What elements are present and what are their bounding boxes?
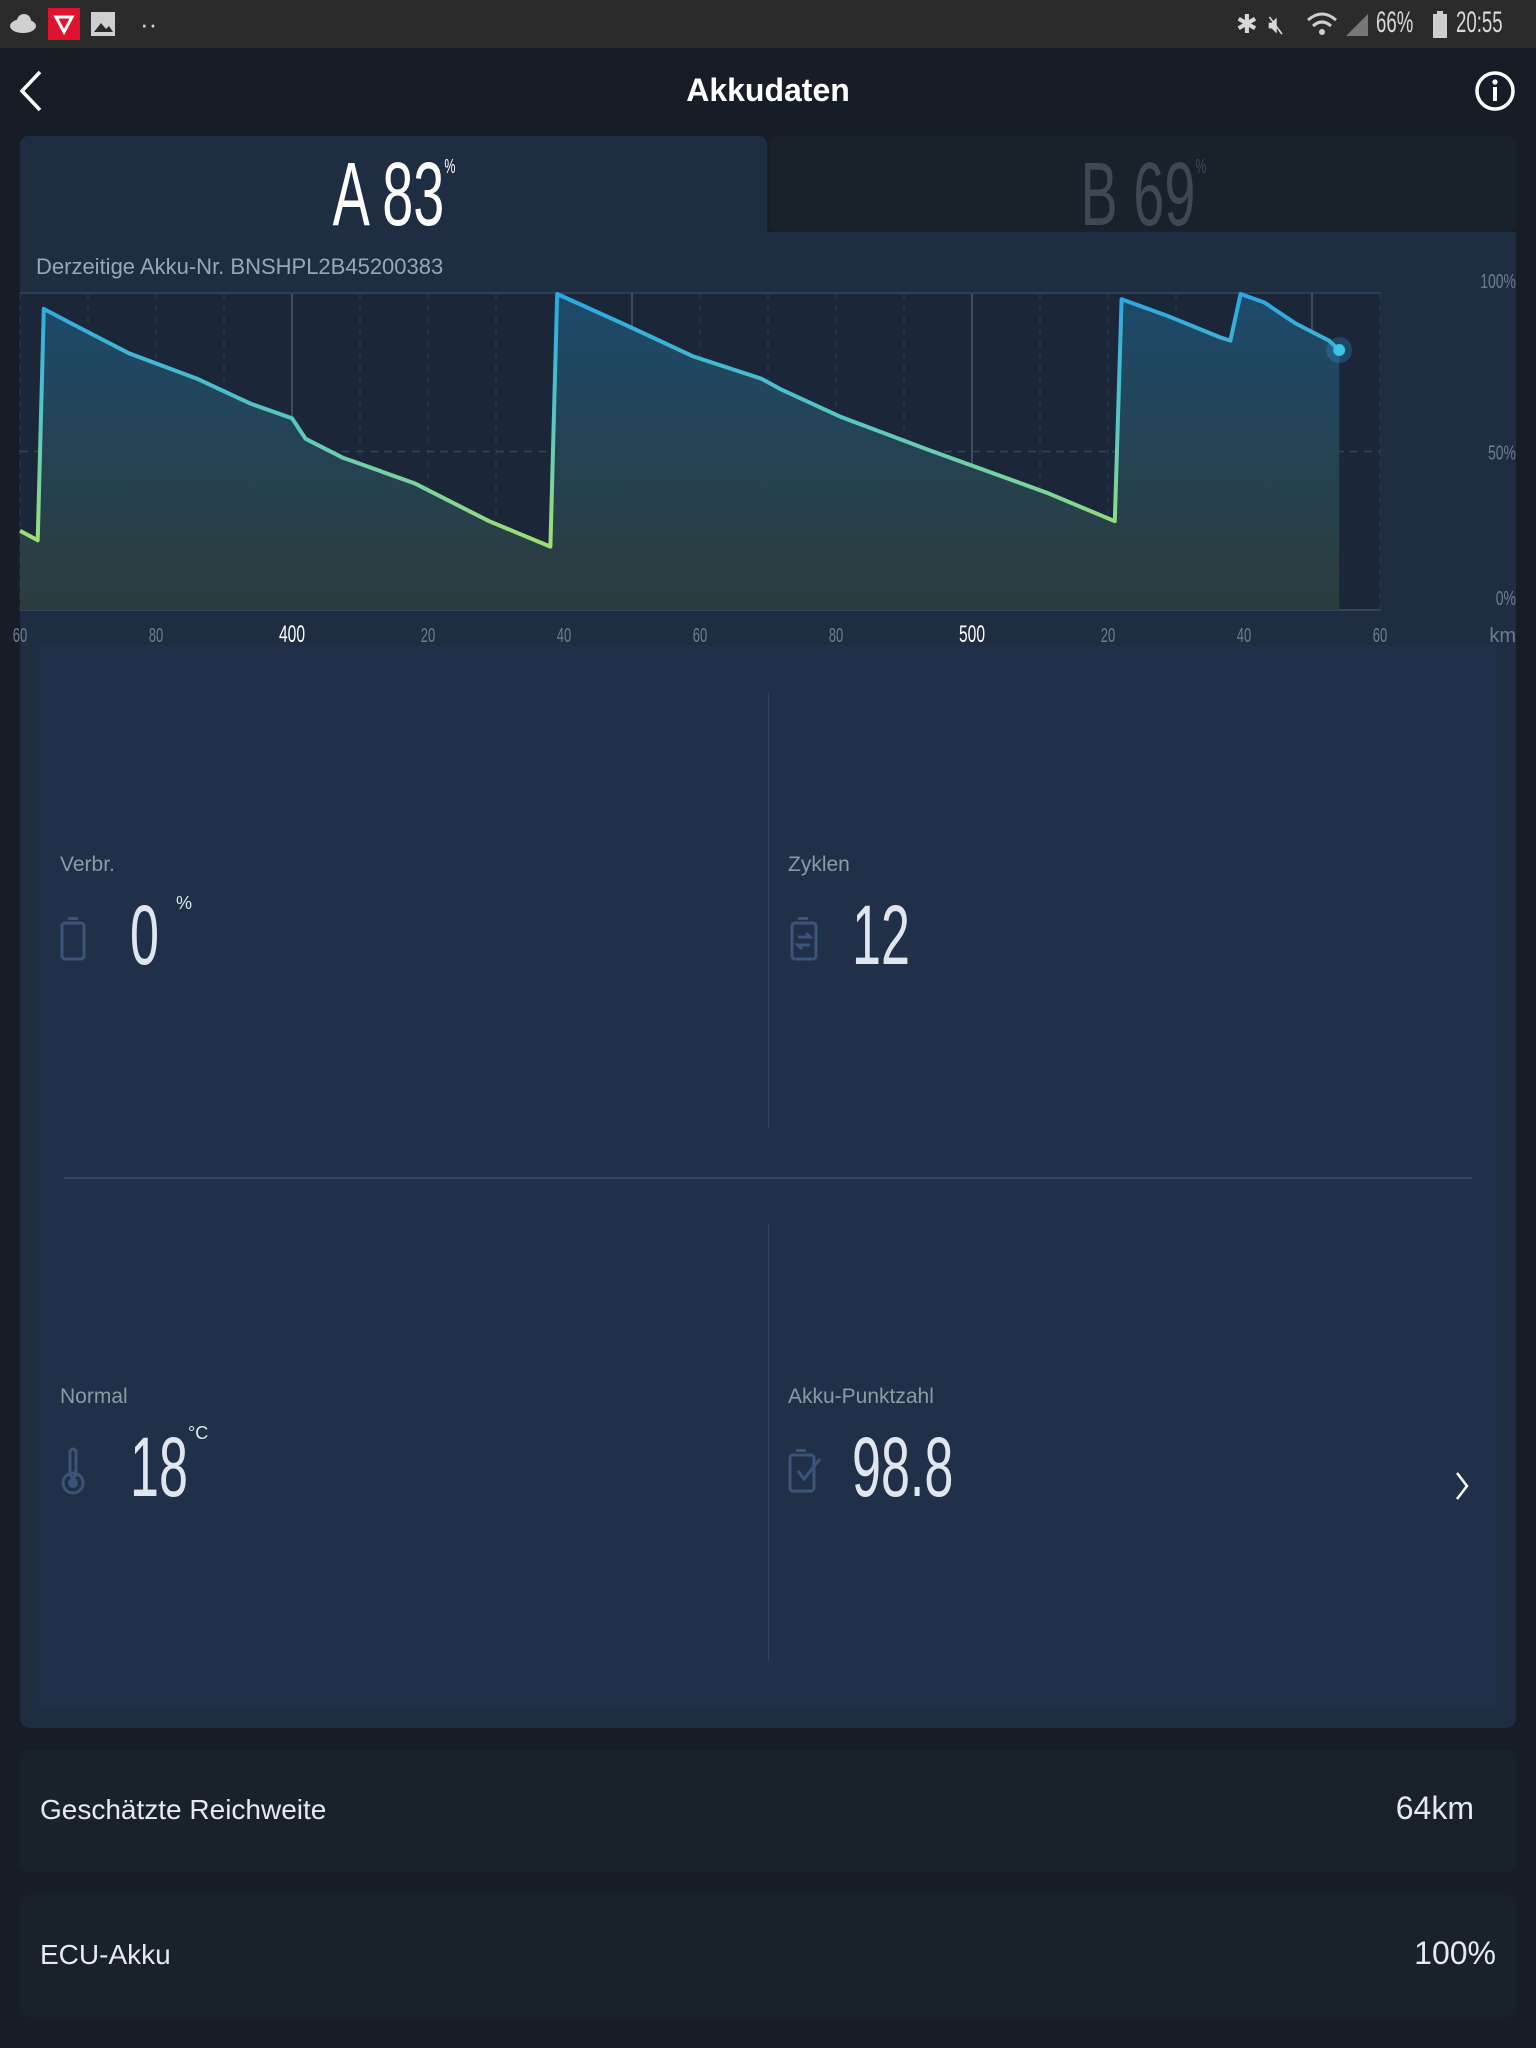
tab-letter: A bbox=[332, 145, 367, 245]
row-label: Geschätzte Reichweite bbox=[40, 1794, 327, 1825]
stat-value: 0 bbox=[130, 888, 159, 982]
ecu-battery-row: ECU-Akku 100% bbox=[20, 1895, 1516, 2017]
tab-battery-a[interactable]: A 83% bbox=[20, 136, 767, 245]
x-tick-label: 20 bbox=[421, 624, 435, 647]
battery-percent: 66% bbox=[1376, 6, 1414, 39]
stat-label: Verbr. bbox=[60, 853, 115, 876]
wifi-icon bbox=[1307, 12, 1368, 36]
stat-label: Zyklen bbox=[788, 853, 850, 876]
image-icon bbox=[91, 12, 115, 36]
more-dots-icon: ·· bbox=[140, 9, 158, 39]
battery-serial: Derzeitige Akku-Nr. BNSHPL2B45200383 bbox=[36, 254, 444, 279]
stat-unit: % bbox=[176, 893, 193, 913]
x-tick-label: 400 bbox=[279, 622, 305, 648]
clock: 20:55 bbox=[1456, 6, 1503, 39]
stat-consumption: Verbr. 0 % bbox=[60, 853, 192, 977]
chevron-right-icon[interactable] bbox=[1454, 1471, 1470, 1501]
x-tick-label: 80 bbox=[829, 624, 843, 647]
y-tick-label: 100% bbox=[1480, 269, 1516, 292]
y-tick-label: 0% bbox=[1496, 586, 1516, 609]
battery-icon bbox=[1433, 11, 1447, 38]
divider bbox=[768, 693, 769, 1129]
stat-unit: °C bbox=[188, 1423, 209, 1443]
x-tick-label: 500 bbox=[959, 622, 985, 648]
stat-value: 18 bbox=[130, 1420, 188, 1514]
x-tick-label: 80 bbox=[149, 624, 163, 647]
estimated-range-row: Geschätzte Reichweite 64km bbox=[20, 1750, 1516, 1872]
stat-label: Normal bbox=[60, 1385, 128, 1408]
divider bbox=[768, 1225, 769, 1661]
info-button[interactable] bbox=[1474, 70, 1516, 112]
battery-check-icon bbox=[788, 1449, 822, 1493]
tab-unit: % bbox=[1194, 156, 1206, 178]
current-point bbox=[1333, 344, 1346, 357]
status-bar: ·· ✱ 🔇︎ 66% 20:55 bbox=[0, 0, 1536, 48]
mute-icon: 🔇︎ bbox=[1268, 9, 1285, 39]
back-button[interactable] bbox=[18, 70, 44, 112]
chart-line bbox=[19, 292, 1341, 549]
stat-label: Akku-Punktzahl bbox=[788, 1385, 934, 1408]
stat-value: 98.8 bbox=[852, 1420, 954, 1514]
tab-battery-b[interactable]: B 69% bbox=[770, 136, 1516, 245]
x-tick-label: 60 bbox=[13, 624, 27, 647]
row-value: 100% bbox=[1414, 1935, 1496, 1971]
stat-temperature: Normal 18 °C bbox=[60, 1385, 208, 1509]
x-axis-unit: km bbox=[1489, 625, 1516, 647]
stat-value: 12 bbox=[852, 888, 910, 982]
cloud-icon bbox=[10, 14, 36, 33]
battery-icon bbox=[60, 917, 86, 961]
tab-percent: 69 bbox=[1132, 145, 1195, 245]
signal-icon bbox=[1346, 14, 1368, 36]
row-value: 64km bbox=[1395, 1790, 1474, 1826]
stat-cycles: Zyklen 12 bbox=[788, 853, 910, 977]
divider bbox=[64, 1177, 1472, 1179]
row-label: ECU-Akku bbox=[40, 1939, 171, 1970]
x-tick-label: 40 bbox=[1237, 624, 1251, 647]
y-tick-label: 50% bbox=[1488, 441, 1516, 464]
battery-cycle-icon bbox=[790, 917, 818, 961]
chart-area-fill bbox=[20, 294, 1340, 610]
tab-letter: B bbox=[1080, 145, 1118, 245]
x-tick-label: 60 bbox=[693, 624, 707, 647]
stats-panel: Verbr. 0 % Zyklen 12 Normal 18 °C Akku-P… bbox=[40, 645, 1496, 1707]
x-tick-label: 20 bbox=[1101, 624, 1115, 647]
x-tick-label: 40 bbox=[557, 624, 571, 647]
thermometer-icon bbox=[61, 1447, 85, 1495]
app-notification-icon bbox=[48, 8, 80, 40]
tab-percent: 83 bbox=[381, 145, 444, 245]
page-title: Akkudaten bbox=[686, 72, 850, 108]
x-tick-label: 60 bbox=[1373, 624, 1387, 647]
battery-history-chart[interactable]: 60 80 400 20 40 60 80 500 20 40 60 km 100% 50% 0% bbox=[0, 0, 1536, 660]
stat-battery-score[interactable]: Akku-Punktzahl 98.8 bbox=[788, 1385, 953, 1509]
bluetooth-icon: ✱ bbox=[1236, 9, 1258, 39]
tab-unit: % bbox=[443, 156, 455, 178]
